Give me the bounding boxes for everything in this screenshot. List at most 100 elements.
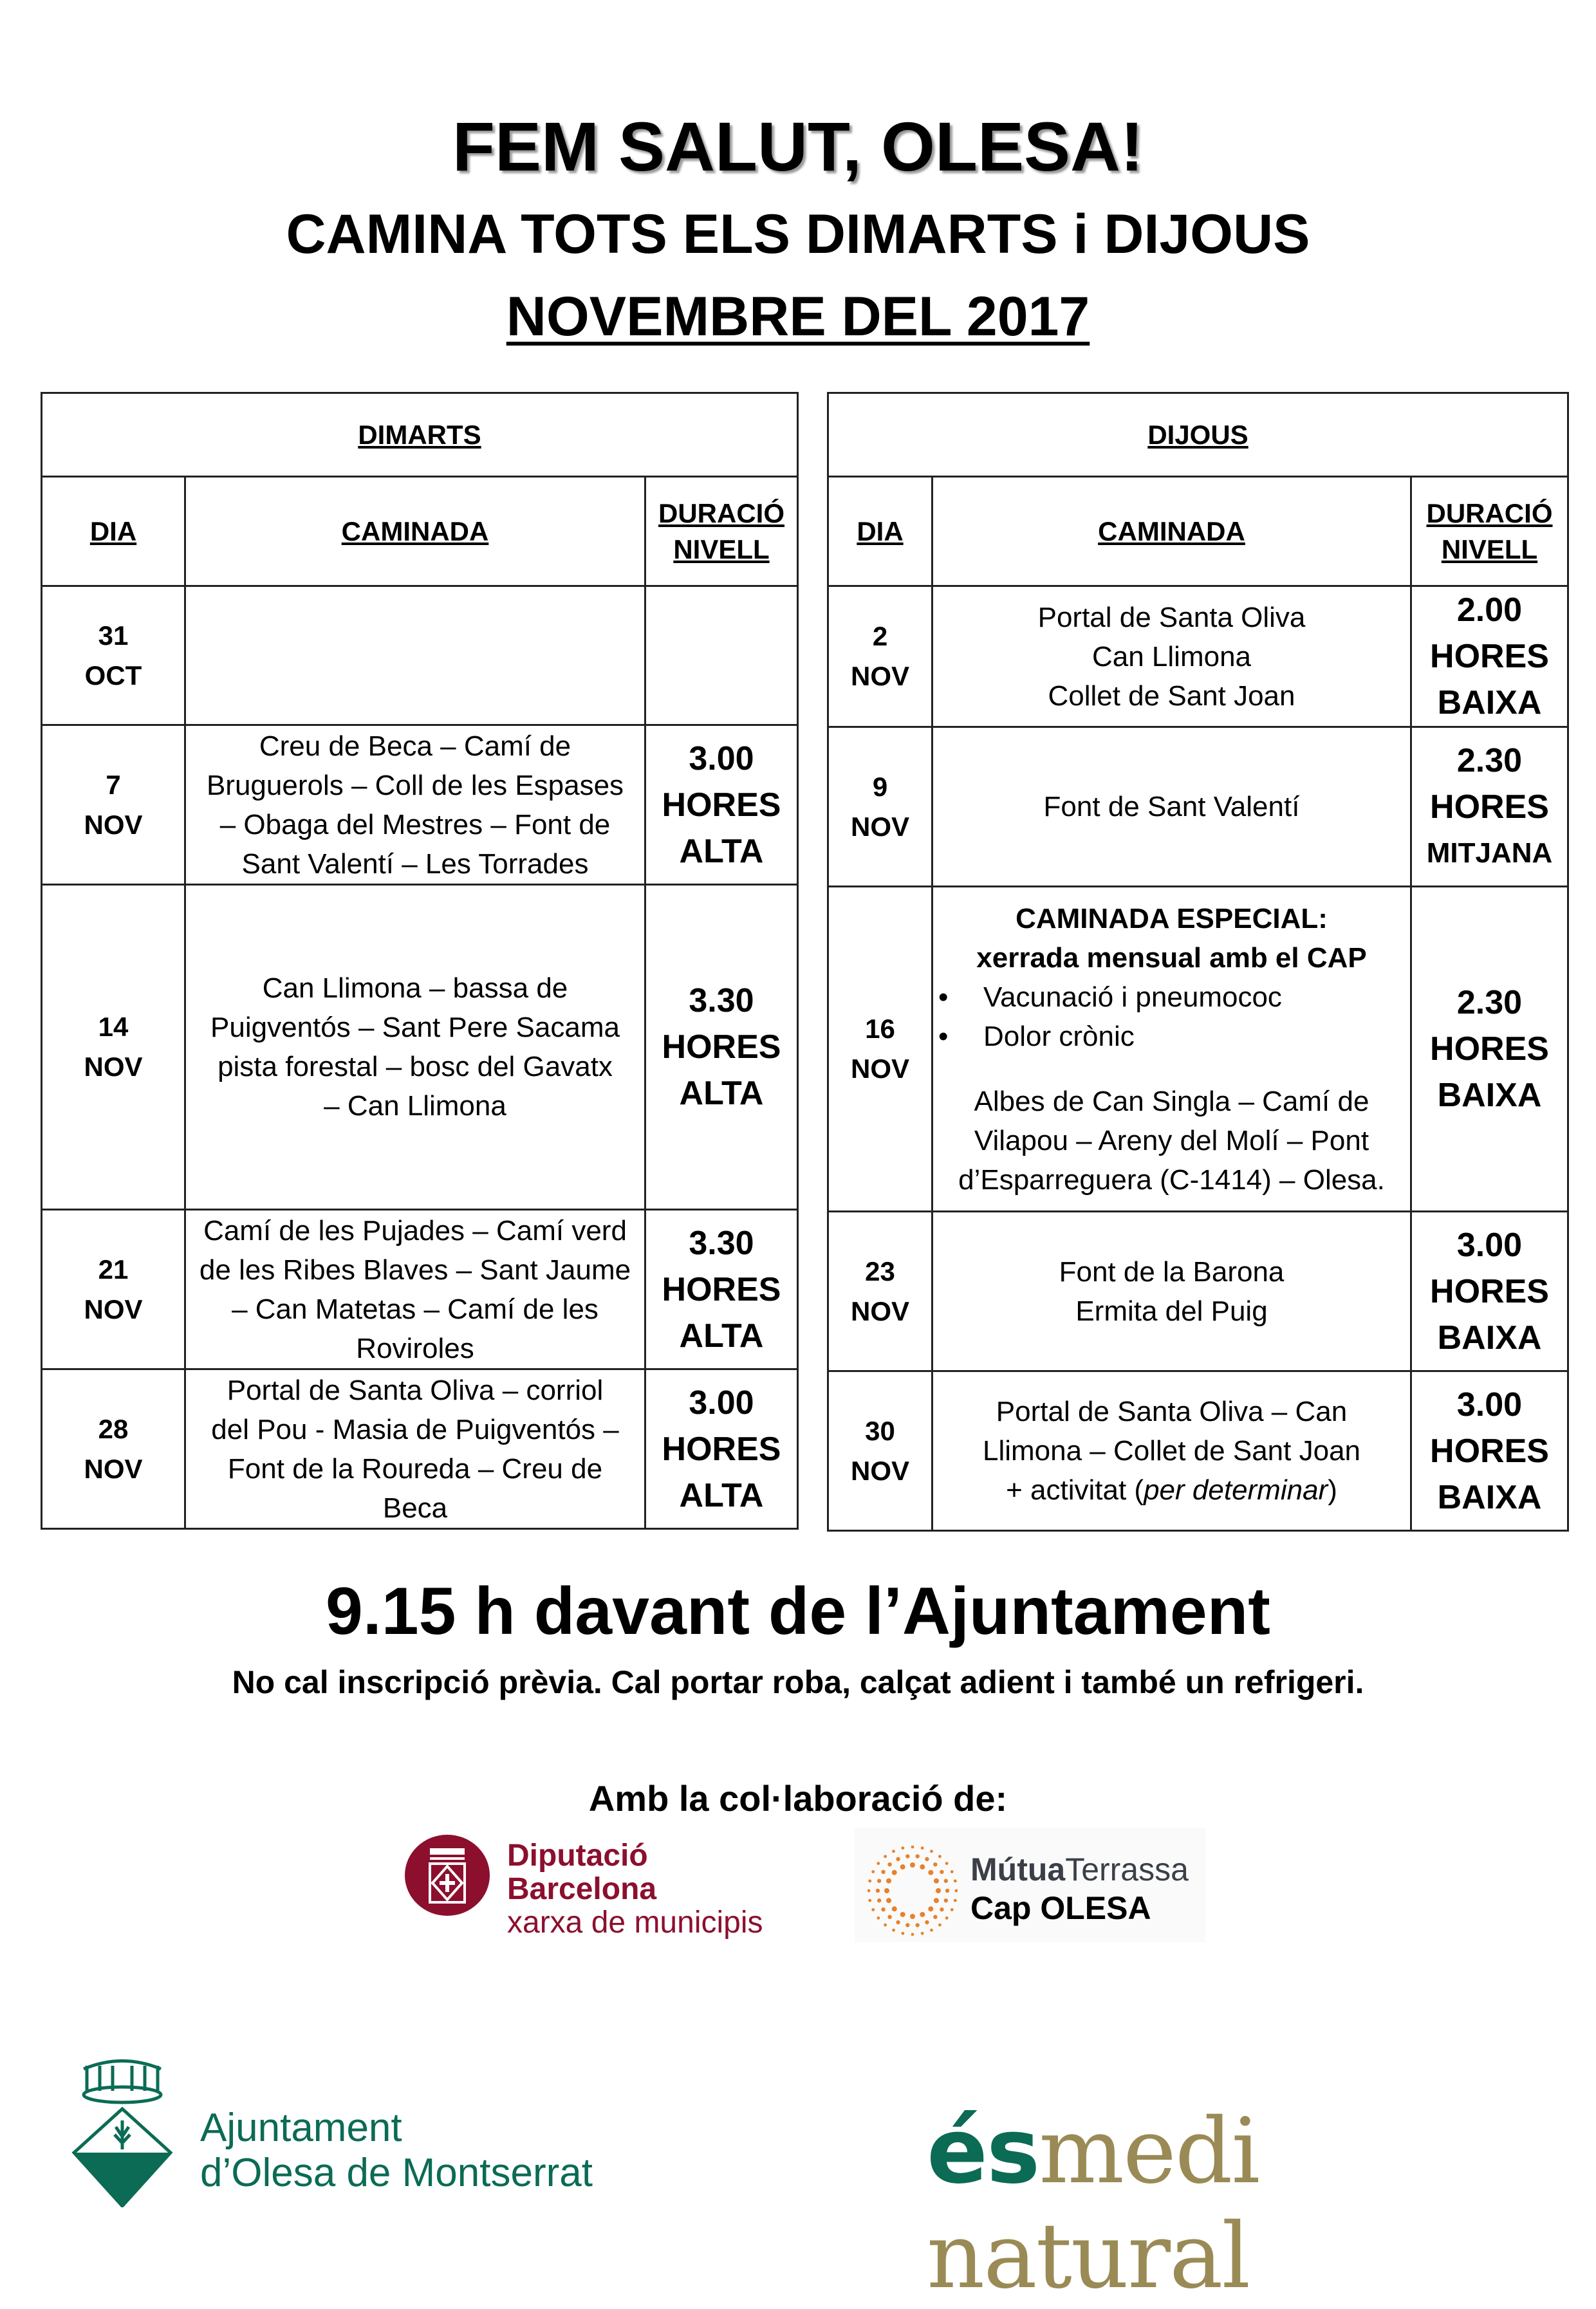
mutua-dot xyxy=(936,1888,941,1893)
day-month: NOV xyxy=(850,661,909,691)
duration-cell: 3.00 HORES BAIXA xyxy=(1409,1370,1570,1532)
duration-hours: 3.00 xyxy=(689,739,754,777)
route-line: de les Ribes Blaves – Sant Jaume xyxy=(199,1254,631,1286)
col-caminada: CAMINADA xyxy=(184,476,646,587)
day-month: NOV xyxy=(850,811,909,842)
diputacio-logo xyxy=(404,1834,490,1920)
day-month: NOV xyxy=(850,1295,909,1326)
duration-hours: 2.00 xyxy=(1456,591,1523,629)
duration-cell xyxy=(644,585,799,726)
mutua-dot xyxy=(871,1908,875,1911)
duration-unit: HORES xyxy=(662,786,781,824)
diputacio-seal-icon xyxy=(405,1835,490,1916)
route-cell: Camí de les Pujades – Camí verd de les Ri… xyxy=(184,1209,646,1370)
route-cell: Creu de Beca – Camí de Bruguerols – Coll … xyxy=(184,724,646,886)
mutua-dot xyxy=(896,1920,900,1925)
day-number: 31 xyxy=(98,620,129,651)
duration-cell: 3.30 HORES ALTA xyxy=(644,1209,799,1370)
mutua-dot xyxy=(945,1862,949,1866)
route-line: Font de la Roureda – Creu de xyxy=(227,1452,603,1485)
day-cell: 14 NOV xyxy=(41,884,186,1210)
bullet-list: Vacunació i pneumococDolor crònic xyxy=(938,978,1405,1056)
mutua-dot xyxy=(868,1879,872,1883)
route-line: Portal de Santa Oliva xyxy=(1037,601,1306,633)
mutua-dot xyxy=(911,1846,914,1849)
mutua-dot xyxy=(933,1898,939,1904)
olesa-text: Ajuntament d’Olesa de Montserrat xyxy=(200,2106,593,2196)
mutua-dot xyxy=(950,1908,954,1911)
table-row: 9 NOV Font de Sant Valentí 2.30 HORES MITJANA xyxy=(827,726,1570,887)
duration-cell: 3.00 HORES ALTA xyxy=(644,1368,799,1530)
day-number: 23 xyxy=(865,1256,895,1286)
route-line: Albes de Can Singla – Camí de xyxy=(974,1085,1369,1117)
mutua-dot xyxy=(891,1869,897,1875)
duration-hours: 3.00 xyxy=(1456,1386,1523,1423)
mutua-dot xyxy=(901,1931,905,1935)
mutua-dot xyxy=(933,1862,938,1867)
mutua-dot xyxy=(886,1898,892,1904)
mutua-dot xyxy=(915,1854,920,1859)
mutua-dots-icon xyxy=(868,1846,958,1936)
day-cell: 31 OCT xyxy=(41,585,186,726)
mutua-dot xyxy=(887,1862,892,1867)
route-line: Roviroles xyxy=(356,1332,474,1364)
day-cell: 30 NOV xyxy=(827,1370,933,1532)
duration-cell: 2.30 HORES MITJANA xyxy=(1409,726,1570,887)
mutua-dot xyxy=(933,1915,938,1920)
mutua-dot xyxy=(891,1906,897,1912)
route-line: Collet de Sant Joan xyxy=(1048,680,1295,712)
col-duracio: DURACIÓ xyxy=(1426,497,1553,528)
route-line: Portal de Santa Oliva – corriol xyxy=(227,1374,604,1406)
day-month: NOV xyxy=(850,1053,909,1084)
note: No cal inscripció prèvia. Cal portar rob… xyxy=(232,1664,1364,1700)
mutua-dot xyxy=(954,1889,958,1893)
difficulty-level: BAIXA xyxy=(1437,684,1542,721)
esmedi-logo: ésmedi natural xyxy=(927,2099,1596,2309)
dipu-line-3: xarxa de municipis xyxy=(507,1906,763,1940)
difficulty-level: ALTA xyxy=(679,1476,764,1514)
thursday-table: DIJOUS DIA CAMINADA DURACIÓ NIVELL 2 NOV Po… xyxy=(826,392,1570,1532)
activity-prefix: + activitat ( xyxy=(1006,1474,1144,1506)
mutua-dot xyxy=(868,1898,872,1902)
mutua-cap: Cap OLESA xyxy=(970,1890,1151,1926)
mutua-dot xyxy=(877,1898,882,1903)
day-cell: 23 NOV xyxy=(827,1210,933,1372)
mutua-dot xyxy=(884,1855,887,1859)
spacer xyxy=(938,1056,1405,1082)
duration-unit: HORES xyxy=(1430,1432,1549,1470)
route-line: Sant Valentí – Les Torrades xyxy=(241,848,589,880)
mutua-dot xyxy=(901,1846,905,1850)
mutua-dot xyxy=(877,1878,882,1883)
meeting-point: 9.15 h davant de l’Ajuntament xyxy=(326,1574,1270,1649)
difficulty-level: ALTA xyxy=(679,1317,764,1355)
route-line: Bruguerols – Coll de les Espases xyxy=(206,769,624,801)
day-month: NOV xyxy=(84,1453,143,1484)
route-line: Puigventós – Sant Pere Sacama xyxy=(210,1012,620,1043)
mutua-dot xyxy=(910,1862,915,1868)
activity-suffix: ) xyxy=(1328,1474,1337,1506)
mutua-dot xyxy=(887,1915,892,1920)
difficulty-level: ALTA xyxy=(679,1075,764,1112)
mutua-dot xyxy=(953,1879,957,1883)
day-cell: 21 NOV xyxy=(41,1209,186,1370)
collab-heading: Amb la col·laboració de: xyxy=(588,1778,1008,1819)
day-number: 30 xyxy=(865,1415,895,1446)
mutua-dot xyxy=(940,1869,944,1875)
mutua-dot xyxy=(928,1869,934,1875)
mutua-dot xyxy=(920,1846,924,1850)
month-heading: NOVEMBRE DEL 2017 xyxy=(506,286,1090,348)
difficulty-level: BAIXA xyxy=(1437,1478,1542,1516)
duration-hours: 3.00 xyxy=(1456,1226,1523,1264)
route-line: Font de Sant Valentí xyxy=(1043,791,1300,822)
mutua-dot xyxy=(930,1928,933,1932)
special-title: CAMINADA ESPECIAL: xyxy=(1016,902,1328,934)
day-month: OCT xyxy=(84,660,142,691)
route-line: Can Llimona – bassa de xyxy=(262,972,568,1004)
col-nivell: NIVELL xyxy=(1441,533,1538,564)
table-row: 30 NOV Portal de Santa Oliva – Can Llimona … xyxy=(827,1370,1570,1532)
day-cell: 2 NOV xyxy=(827,585,933,728)
col-caminada: CAMINADA xyxy=(931,476,1412,587)
mutua-dot xyxy=(943,1878,949,1883)
day-month: NOV xyxy=(84,809,143,840)
route-line: Beca xyxy=(382,1492,448,1524)
